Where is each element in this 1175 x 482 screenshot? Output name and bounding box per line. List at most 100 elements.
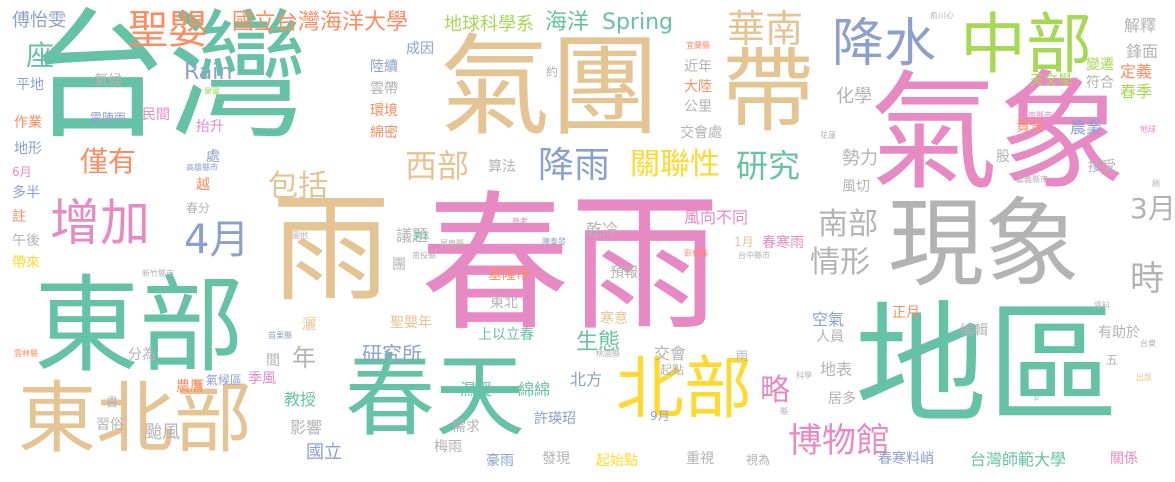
word-qishidian: 起始點 <box>596 453 638 469</box>
word-wuhou: 午後 <box>12 233 40 249</box>
word-fengmian: 鋒面 <box>1126 42 1159 61</box>
word-guanlianxing: 關聯性 <box>630 147 720 182</box>
word-9yue: 9月 <box>650 409 670 423</box>
word-dongbeibu: 東北部 <box>18 374 253 464</box>
word-bianqian: 變遷 <box>1086 57 1114 73</box>
word-qidian: 起點 <box>660 363 685 377</box>
word-miaoli: 苗栗縣 <box>268 331 292 340</box>
word-zuo: 座 <box>26 39 55 72</box>
word-shangyilichun: 上以立春 <box>478 327 534 343</box>
word-gu: 股 <box>996 149 1010 165</box>
word-taichung: 台中縣市 <box>738 251 770 260</box>
word-bowuguan: 博物館 <box>788 421 890 461</box>
word-baokuo: 包括 <box>268 169 328 204</box>
word-taisheng: 抬升 <box>196 119 224 135</box>
word-kongqi: 空氣 <box>812 310 845 329</box>
word-huanan: 華南 <box>727 7 804 51</box>
word-fengxiang: 風向不同 <box>684 208 749 227</box>
word-lue: 略 <box>760 373 790 408</box>
word-shengtai: 生態 <box>576 330 621 355</box>
word-dongbei: 東北 <box>490 295 518 311</box>
word-kexue: 科學 <box>796 371 812 380</box>
word-huaxue: 化學 <box>836 86 872 107</box>
word-chunhan: 春寒料峭 <box>878 451 934 467</box>
word-youzhuyu: 有助於 <box>1098 325 1140 341</box>
word-chuntian: 春天 <box>345 344 525 449</box>
word-yilan: 宜蘭縣 <box>686 41 710 50</box>
word-minjian: 民間 <box>142 107 170 123</box>
word-jieshi: 解釋 <box>1124 16 1157 35</box>
word-chu: 處 <box>206 149 220 165</box>
word-yanjiu: 研究 <box>736 147 801 185</box>
word-dalu: 大陸 <box>684 79 712 95</box>
word-nongli: 農曆 <box>176 379 204 395</box>
word-hsinchu: 新竹縣市 <box>142 269 174 278</box>
word-huanjing: 環境 <box>370 103 398 119</box>
word-zhu: 註 <box>12 209 26 225</box>
word-zuoye: 作業 <box>14 115 42 131</box>
word-dongbu: 東部 <box>34 265 245 387</box>
word-xian: 縣 <box>780 407 788 416</box>
word-6yue: 6月 <box>12 165 32 179</box>
word-leizhenyu: 雷陣雨 <box>90 111 127 125</box>
word-jiaohui: 交會 <box>654 344 687 363</box>
word-shiwei: 視為 <box>746 453 771 467</box>
word-chiayi: 嘉義縣市 <box>1016 175 1048 184</box>
word-jifeng: 季風 <box>248 371 276 387</box>
word-dixing: 地形 <box>14 141 42 157</box>
word-diwu: 第五 <box>414 231 430 240</box>
word-chunfen: 春分 <box>186 201 211 215</box>
word-shi: 時 <box>1130 259 1164 299</box>
word-ntnu: 台灣師範大學 <box>970 450 1067 469</box>
word-earth-sci: 地球科學系 <box>444 14 534 35</box>
word-hualien: 花蓮 <box>820 131 836 140</box>
word-beibu: 北部 <box>616 350 753 429</box>
word-zengjia: 增加 <box>50 194 150 252</box>
word-shinuan: 濕暖 <box>460 380 493 399</box>
word-zhongshi: 重視 <box>686 451 714 467</box>
word-dingyi: 定義 <box>1120 62 1153 81</box>
word-shu: 書 <box>106 395 119 409</box>
word-guanxi: 關係 <box>1110 451 1138 467</box>
word-juduo: 居多 <box>828 391 856 407</box>
word-haoyu: 豪雨 <box>486 453 514 469</box>
word-wu: 五 <box>1106 353 1119 367</box>
word-chunji: 春季 <box>1120 82 1153 101</box>
word-nian: 年 <box>292 344 316 372</box>
word-qingxing: 情形 <box>810 245 870 280</box>
word-jieshou: 接受 <box>1088 159 1116 175</box>
word-fenwei: 分為 <box>128 347 156 363</box>
word-jiaoshou: 教授 <box>284 390 317 409</box>
word-chentaifa: 陳泰發 <box>542 237 566 246</box>
word-faxian: 發現 <box>542 451 570 467</box>
word-rain: Rain <box>184 60 233 85</box>
word-ganleng: 乾冷 <box>586 220 619 239</box>
word-3yue: 3月 <box>1130 192 1175 225</box>
word-mianmian: 綿綿 <box>518 380 551 399</box>
word-renyuan: 人員 <box>816 329 844 345</box>
word-qihouqu: 氣候區 <box>206 373 243 387</box>
word-jiangyu: 降雨 <box>538 145 611 186</box>
word-dai: 帶 <box>722 38 815 145</box>
word-pingdi: 平地 <box>16 77 44 93</box>
word-4yue: 4月 <box>184 217 250 263</box>
word-guoshi: 果實 <box>204 87 220 96</box>
word-taiwan: 台灣 <box>28 0 309 159</box>
word-yundai: 雲帶 <box>370 81 398 97</box>
word-yue2: 約 <box>546 65 559 79</box>
word-xuyingzhao: 許瑛玿 <box>534 411 576 427</box>
word-shili: 勢力 <box>842 148 878 169</box>
word-ziliao: 資料 <box>1094 301 1110 310</box>
word-shengying: 聖嬰 <box>128 7 208 53</box>
word-jiaohuichu: 交會處 <box>680 125 722 141</box>
word-meiyu: 梅雨 <box>434 439 462 455</box>
word-tudi: 圖地 <box>292 231 308 240</box>
word-jinyou: 僅有 <box>80 145 137 178</box>
word-jinnian: 近年 <box>684 59 712 75</box>
word-mianmi: 綿密 <box>370 125 398 141</box>
word-gongli: 公里 <box>684 99 712 115</box>
word-guoli: 國立 <box>306 442 342 463</box>
word-yubao: 預報 <box>610 265 638 281</box>
word-taifeng: 颱風 <box>144 422 180 443</box>
